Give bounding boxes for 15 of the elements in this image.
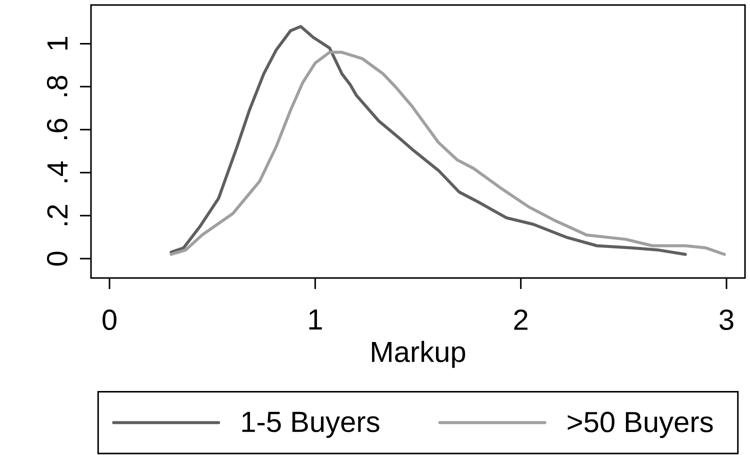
line-series [170, 24, 687, 256]
y-tick-label: .8 [46, 76, 68, 96]
legend-label: >50 Buyers [568, 412, 713, 438]
line-series [170, 50, 726, 256]
legend-label: 1-5 Buyers [242, 412, 380, 438]
x-tick-label: 0 [102, 310, 116, 330]
x-axis-title: Markup [372, 340, 466, 368]
x-tick-label: 1 [309, 310, 322, 330]
y-tick-label: 1 [48, 37, 68, 50]
y-tick-label: 0 [46, 252, 68, 266]
x-tick-label: 3 [720, 310, 734, 330]
y-tick-label: .4 [48, 161, 68, 182]
x-tick-label: 2 [514, 310, 528, 330]
y-tick-label: .6 [46, 118, 68, 140]
y-tick-label: .2 [47, 205, 68, 226]
